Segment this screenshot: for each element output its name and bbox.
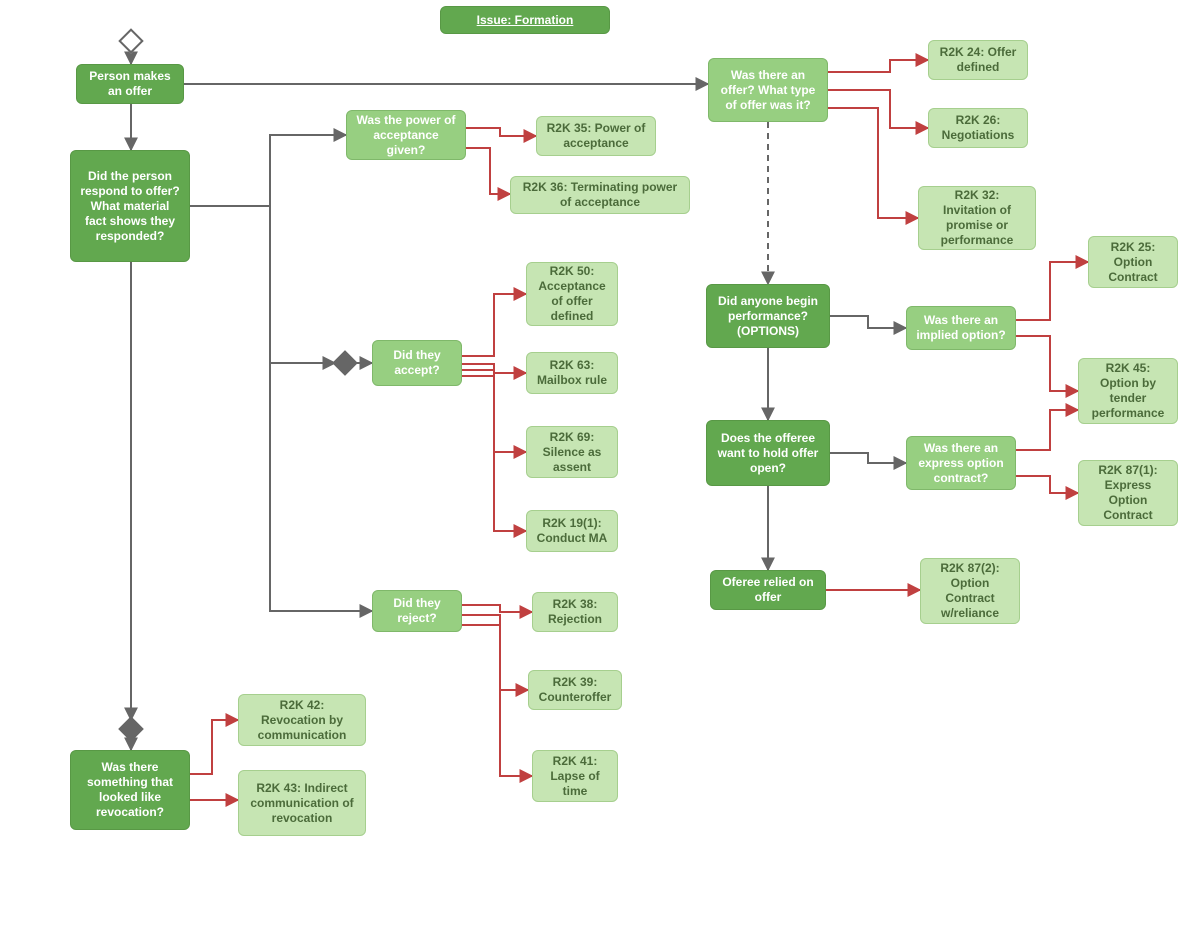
node-accept: Did they accept?	[372, 340, 462, 386]
node-r2k42: R2K 42: Revocation by communication	[238, 694, 366, 746]
edge-reject-r2k39	[462, 615, 528, 690]
edge-wasoffer-r2k32	[828, 108, 918, 218]
node-wasoffer: Was there an offer? What type of offer w…	[708, 58, 828, 122]
node-respond: Did the person respond to offer? What ma…	[70, 150, 190, 262]
node-r2k69: R2K 69: Silence as assent	[526, 426, 618, 478]
node-r2k36: R2K 36: Terminating power of acceptance	[510, 176, 690, 214]
edge-expropt-r2k87a	[1016, 476, 1078, 493]
node-r2k45: R2K 45: Option by tender performance	[1078, 358, 1178, 424]
node-revoc: Was there something that looked like rev…	[70, 750, 190, 830]
edge-accept-r2k19	[462, 376, 526, 531]
node-offer: Person makes an offer	[76, 64, 184, 104]
edge-revoc-r2k42	[190, 720, 238, 774]
node-implopt: Was there an implied option?	[906, 306, 1016, 350]
node-r2k38: R2K 38: Rejection	[532, 592, 618, 632]
node-holdopen: Does the offeree want to hold offer open…	[706, 420, 830, 486]
node-r2k26: R2K 26: Negotiations	[928, 108, 1028, 148]
edge-accept-r2k63	[462, 364, 526, 373]
node-r2k41: R2K 41: Lapse of time	[532, 750, 618, 802]
edge-respond-powacc	[190, 135, 346, 206]
node-reject: Did they reject?	[372, 590, 462, 632]
node-expropt: Was there an express option contract?	[906, 436, 1016, 490]
node-r2k35: R2K 35: Power of acceptance	[536, 116, 656, 156]
edge-expropt-r2k45	[1016, 410, 1078, 450]
edge-holdopen-expropt	[830, 453, 906, 463]
edge-respond-reject	[190, 206, 372, 611]
node-r2k87b: R2K 87(2): Option Contract w/reliance	[920, 558, 1020, 624]
node-r2k32: R2K 32: Invitation of promise or perform…	[918, 186, 1036, 250]
edge-accept-r2k69	[462, 370, 526, 452]
edge-respond-accept	[190, 206, 335, 363]
edge-implopt-r2k45	[1016, 336, 1078, 391]
edge-powacc-r2k36	[466, 148, 510, 194]
edge-implopt-r2k25	[1016, 262, 1088, 320]
node-r2k63: R2K 63: Mailbox rule	[526, 352, 618, 394]
node-r2k43: R2K 43: Indirect communication of revoca…	[238, 770, 366, 836]
node-perform: Did anyone begin performance? (OPTIONS)	[706, 284, 830, 348]
node-powacc: Was the power of acceptance given?	[346, 110, 466, 160]
diamond-d3	[332, 350, 357, 375]
node-r2k24: R2K 24: Offer defined	[928, 40, 1028, 80]
diamond-d2	[118, 716, 143, 741]
edge-reject-r2k41	[462, 625, 532, 776]
edge-accept-r2k50	[462, 294, 526, 356]
edge-reject-r2k38	[462, 605, 532, 612]
diamond-d1	[118, 28, 143, 53]
node-r2k25: R2K 25: Option Contract	[1088, 236, 1178, 288]
edge-wasoffer-r2k24	[828, 60, 928, 72]
node-r2k19: R2K 19(1): Conduct MA	[526, 510, 618, 552]
node-title: Issue: Formation	[440, 6, 610, 34]
node-r2k87a: R2K 87(1): Express Option Contract	[1078, 460, 1178, 526]
edge-wasoffer-r2k26	[828, 90, 928, 128]
edge-perform-implopt	[830, 316, 906, 328]
node-r2k39: R2K 39: Counteroffer	[528, 670, 622, 710]
node-r2k50: R2K 50: Acceptance of offer defined	[526, 262, 618, 326]
edge-powacc-r2k35	[466, 128, 536, 136]
node-relied: Oferee relied on offer	[710, 570, 826, 610]
